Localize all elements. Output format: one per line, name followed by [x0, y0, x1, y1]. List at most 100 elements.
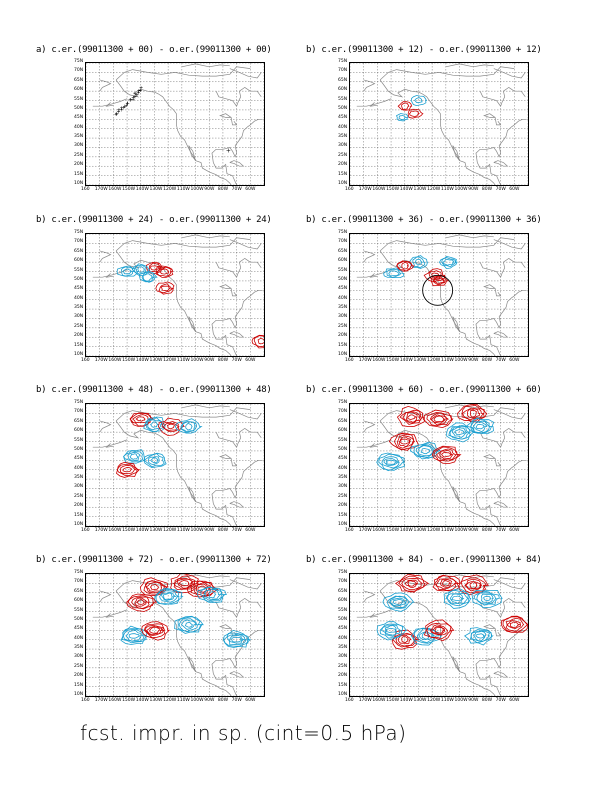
- positive-contour: [189, 580, 215, 598]
- lon-tick-label: 80W: [217, 698, 229, 703]
- lat-tick-label: 45N: [74, 115, 84, 121]
- positive-contour: [146, 625, 162, 636]
- positive-contour: [441, 451, 452, 458]
- coastline: [479, 597, 526, 618]
- lat-tick-label: 60N: [74, 87, 84, 93]
- negative-contour: [473, 592, 500, 606]
- negative-contour: [473, 630, 487, 642]
- lat-tick-label: 55N: [74, 96, 84, 102]
- positive-contour: [173, 578, 194, 590]
- negative-contour: [383, 267, 405, 278]
- lon-tick-label: 100W: [190, 187, 204, 192]
- negative-contour: [202, 588, 222, 602]
- negative-contour: [125, 630, 143, 642]
- lon-tick-label: 80W: [481, 698, 493, 703]
- positive-contour: [141, 621, 171, 641]
- lat-tick-label: 30N: [74, 654, 84, 660]
- map-svg: +++++++++++++++++++++++: [86, 63, 264, 185]
- lat-tick-label: 25N: [338, 152, 348, 158]
- negative-contour: [229, 635, 246, 644]
- negative-contour: [123, 449, 146, 464]
- lat-tick-label: 15N: [338, 171, 348, 177]
- coastline: [211, 118, 263, 185]
- coastline: [211, 289, 263, 356]
- coastline: [92, 609, 128, 618]
- negative-contour: [414, 97, 423, 104]
- lat-tick-label: 30N: [74, 484, 84, 490]
- lat-tick-label: 40N: [74, 465, 84, 471]
- coastline: [475, 289, 527, 356]
- positive-contour: [388, 433, 420, 451]
- positive-contour: [195, 583, 211, 594]
- lat-tick-label: 15N: [74, 682, 84, 688]
- coastline: [209, 64, 230, 68]
- negative-contour: [137, 266, 145, 273]
- lat-tick-label: 25N: [74, 152, 84, 158]
- coastline: [92, 269, 128, 278]
- negative-contour: [376, 621, 408, 641]
- lon-tick-label: 70W: [495, 187, 506, 192]
- negative-contour: [222, 629, 252, 648]
- negative-contour: [159, 590, 180, 603]
- negative-contour: [143, 416, 166, 433]
- coastline: [115, 79, 232, 185]
- coastline: [215, 257, 262, 278]
- negative-contour: [453, 429, 466, 435]
- coastline: [473, 405, 494, 409]
- lon-tick-label: 160W: [108, 187, 122, 192]
- coastline: [369, 613, 378, 618]
- lat-tick-label: 50N: [338, 446, 348, 452]
- negative-contour: [417, 445, 434, 457]
- lon-tick-label: 110W: [440, 358, 454, 363]
- positive-contour: [458, 574, 490, 596]
- negative-contour: [142, 273, 154, 282]
- positive-contour: [505, 617, 525, 632]
- negative-contour: [463, 627, 493, 646]
- lat-tick-label: 75N: [338, 400, 348, 405]
- lat-tick-label: 55N: [74, 437, 84, 443]
- lon-tick-label: 170W: [94, 528, 108, 533]
- lat-tick-label: 15N: [74, 512, 84, 518]
- negative-contour: [163, 592, 173, 600]
- lat-tick-label: 75N: [74, 59, 84, 64]
- negative-contour: [128, 633, 141, 639]
- negative-contour: [381, 456, 400, 469]
- negative-contour: [451, 426, 469, 438]
- coastline: [483, 454, 502, 467]
- lon-tick-label: 100W: [190, 358, 204, 363]
- positive-contour: [399, 409, 424, 425]
- lon-tick-label: 60W: [245, 698, 256, 703]
- lat-tick-label: 55N: [338, 437, 348, 443]
- lon-tick-label: 140W: [135, 187, 149, 192]
- lat-tick-label: 20N: [74, 333, 84, 339]
- lon-tick-label: 160W: [372, 187, 386, 192]
- obs-marker: +: [126, 101, 130, 107]
- negative-contour: [483, 595, 492, 601]
- lon-tick-label: 150W: [122, 698, 136, 703]
- lon-tick-label: 100W: [454, 358, 468, 363]
- map-plot-area: [85, 403, 265, 527]
- negative-contour: [160, 591, 177, 601]
- lon-tick-label: 130W: [149, 528, 163, 533]
- positive-contour: [143, 623, 166, 639]
- lat-tick-label: 30N: [338, 654, 348, 660]
- lat-tick-label: 50N: [74, 105, 84, 111]
- obs-marker: +: [114, 111, 118, 117]
- lat-tick-label: 45N: [338, 456, 348, 462]
- lon-tick-label: 130W: [149, 358, 163, 363]
- lon-tick-label: 100W: [454, 698, 468, 703]
- coastline: [181, 234, 210, 239]
- coastline: [363, 79, 376, 92]
- lon-tick-label: 160: [81, 187, 90, 192]
- lat-tick-label: 50N: [338, 105, 348, 111]
- lon-tick-label: 60W: [245, 187, 256, 192]
- lat-tick-label: 35N: [74, 305, 84, 311]
- coastline: [356, 439, 392, 448]
- negative-contour: [412, 256, 426, 269]
- coastline: [369, 102, 378, 107]
- lat-tick-label: 25N: [338, 663, 348, 669]
- lon-tick-label: 160W: [372, 698, 386, 703]
- negative-contour: [414, 258, 423, 266]
- lat-tick-label: 35N: [338, 305, 348, 311]
- negative-contour: [410, 95, 428, 107]
